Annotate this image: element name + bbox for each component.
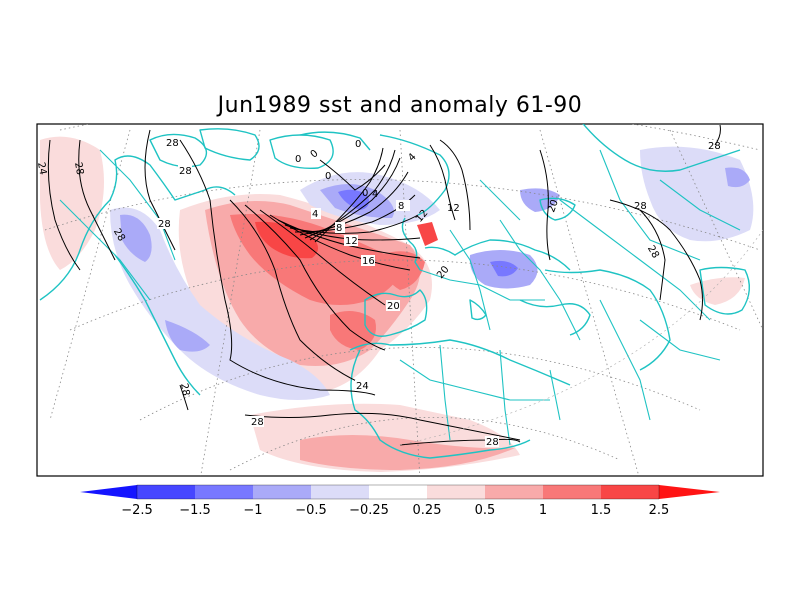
country-borders xyxy=(59,149,741,446)
contour-label: 0 xyxy=(309,148,321,161)
contour-label: 0 xyxy=(362,188,368,199)
contour-label: 20 xyxy=(387,301,400,312)
colorbar-tick-label: −0.5 xyxy=(295,503,327,518)
colorbar-tick-label: 1 xyxy=(539,503,547,518)
coastlines xyxy=(39,124,750,459)
contour-labels: 28 28 28 24 28 28 0 0 0 0 4 0 4 8 12 12 … xyxy=(35,137,721,448)
anomaly-region-pacific-positive xyxy=(40,136,104,270)
anomaly-region-mediterranean-negative-2 xyxy=(490,260,518,277)
contour-label: 28 xyxy=(634,201,647,212)
contour-label: 0 xyxy=(325,171,331,182)
colorbar-bin xyxy=(195,485,253,499)
anomaly-region-west-atlantic-negative-2 xyxy=(120,214,152,262)
contour-label: 8 xyxy=(336,223,342,234)
colorbar-bin xyxy=(543,485,601,499)
contour-label: 24 xyxy=(35,161,48,175)
map-domain-edge xyxy=(399,229,763,446)
anomaly-region-biscay-positive xyxy=(380,251,425,290)
colorbar-tick-label: −0.25 xyxy=(349,503,389,518)
anomaly-region-channel-positive xyxy=(417,222,438,246)
anomaly-region-tropical-positive-2 xyxy=(300,435,515,470)
colorbar-low-arrow xyxy=(80,485,137,499)
figure-title: Jun1989 sst and anomaly 61-90 xyxy=(216,93,583,118)
contour-label: 28 xyxy=(251,417,264,428)
contour-label: 28 xyxy=(708,141,721,152)
contour-label: 4 xyxy=(312,209,318,220)
contour-label: 28 xyxy=(72,161,85,175)
colorbar: −2.5 −1.5 −1 −0.5 −0.25 0.25 0.5 1 1.5 2… xyxy=(80,484,720,518)
contour-label: 28 xyxy=(178,382,191,396)
colorbar-tick-label: 0.25 xyxy=(413,503,442,518)
contour-label: 12 xyxy=(447,203,460,214)
colorbar-tick-label: −1.5 xyxy=(179,503,211,518)
anomaly-region-asia-negative-2 xyxy=(725,167,750,188)
anomaly-region-west-atlantic-negative xyxy=(110,207,330,400)
contour-label: 8 xyxy=(398,201,404,212)
contour-label: 20 xyxy=(546,198,561,214)
colorbar-bin xyxy=(369,485,427,499)
contour-label: 28 xyxy=(166,138,179,149)
colorbar-tick-label: −1 xyxy=(243,503,262,518)
colorbar-bin xyxy=(253,485,311,499)
colorbar-bin xyxy=(485,485,543,499)
contour-label: 0 xyxy=(295,154,301,165)
contour-label: 28 xyxy=(158,219,171,230)
sst-contours xyxy=(47,124,721,446)
colorbar-high-arrow xyxy=(659,485,720,499)
colorbar-tick-label: 2.5 xyxy=(649,503,670,518)
colorbar-bin xyxy=(427,485,485,499)
colorbar-bin xyxy=(137,485,195,499)
contour-label: 4 xyxy=(372,189,378,200)
colorbar-bin xyxy=(311,485,369,499)
anomaly-region-norwegian-negative-3 xyxy=(338,189,369,210)
colorbar-bin xyxy=(601,485,659,499)
contour-label: 16 xyxy=(362,256,375,267)
colorbar-tick-label: 0.5 xyxy=(475,503,496,518)
colorbar-tick-label: −2.5 xyxy=(121,503,153,518)
contour-label: 24 xyxy=(356,381,369,392)
contour-label: 28 xyxy=(486,437,499,448)
contour-label: 0 xyxy=(355,139,361,150)
anomaly-region-west-atlantic-negative-3 xyxy=(165,320,210,352)
contour-label: 28 xyxy=(179,166,192,177)
contour-label: 12 xyxy=(345,236,358,247)
colorbar-tick-label: 1.5 xyxy=(591,503,612,518)
anomaly-region-asia-negative xyxy=(640,146,754,242)
